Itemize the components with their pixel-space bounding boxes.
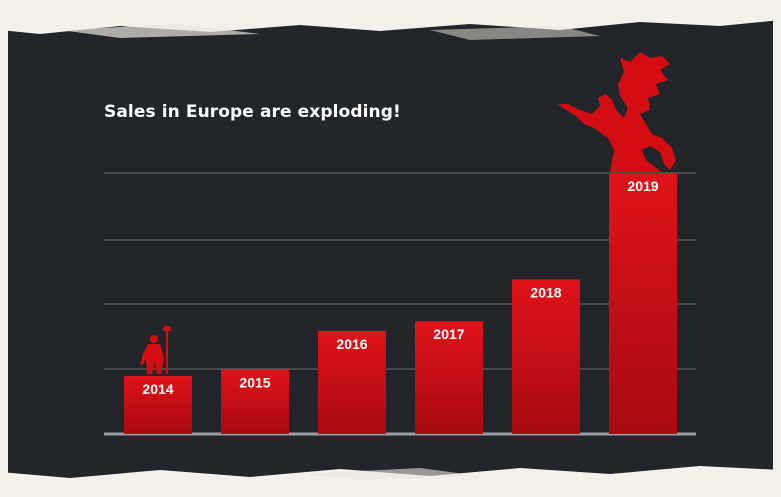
bar-labels-group: 2014 2015 2016 2017 2018 2019 bbox=[142, 178, 658, 397]
bar-2014 bbox=[124, 376, 192, 434]
top-brush-stroke-2 bbox=[430, 26, 600, 40]
bar-2015 bbox=[221, 369, 289, 434]
bar-2019 bbox=[609, 173, 677, 434]
top-brush-edge bbox=[0, 0, 781, 34]
bar-2018 bbox=[512, 279, 580, 434]
right-border bbox=[773, 0, 781, 493]
bar-label-2014: 2014 bbox=[142, 381, 173, 397]
bar-label-2018: 2018 bbox=[530, 284, 561, 300]
bars-group bbox=[124, 173, 677, 434]
bar-2017 bbox=[415, 321, 483, 434]
small-figure-with-staff-icon bbox=[140, 326, 171, 374]
bar-label-2017: 2017 bbox=[433, 326, 464, 342]
bottom-brush-stroke bbox=[300, 468, 480, 480]
bottom-brush-edge bbox=[0, 466, 781, 493]
left-border bbox=[0, 0, 8, 493]
bar-label-2016: 2016 bbox=[336, 336, 367, 352]
bar-2016 bbox=[318, 330, 386, 434]
bar-label-2019: 2019 bbox=[627, 178, 658, 194]
chart-title: Sales in Europe are exploding! bbox=[104, 102, 401, 122]
bar-label-2015: 2015 bbox=[239, 375, 270, 391]
dragon-silhouette-icon bbox=[558, 52, 676, 172]
top-brush-stroke bbox=[60, 24, 260, 38]
gridlines bbox=[104, 172, 696, 436]
